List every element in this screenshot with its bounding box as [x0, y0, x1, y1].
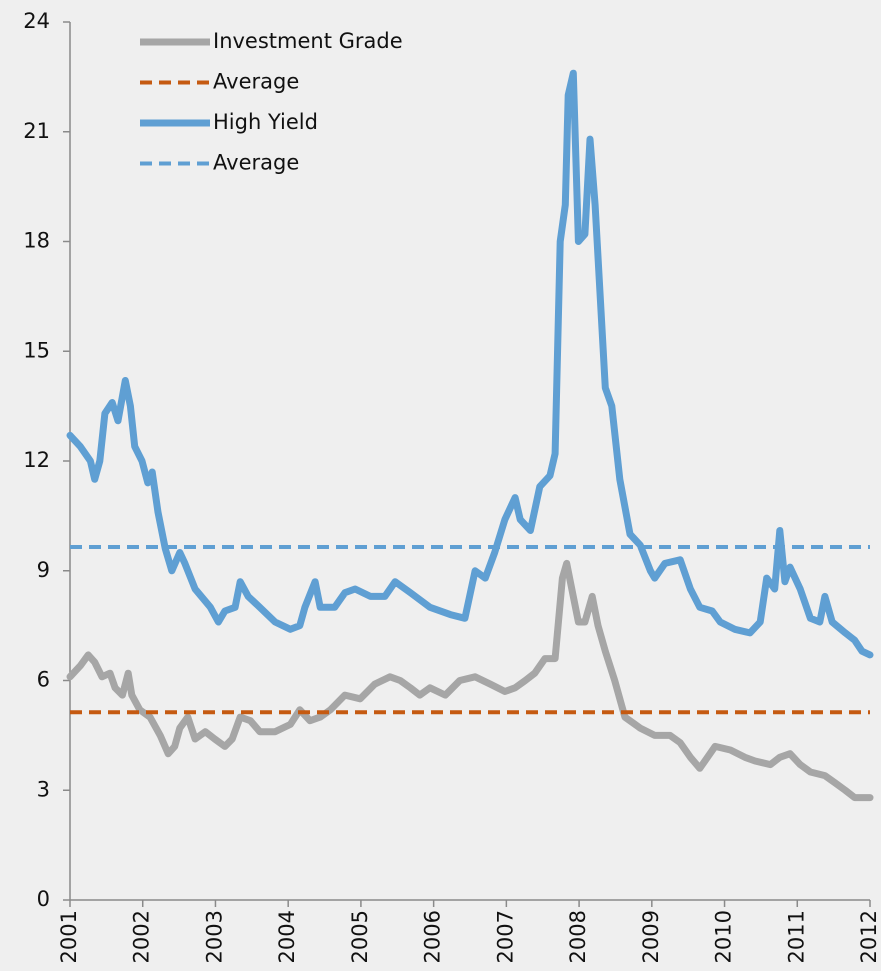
y-tick-label: 18 — [23, 229, 50, 253]
y-tick-label: 21 — [23, 119, 50, 143]
x-tick-label: 2001 — [57, 910, 81, 963]
y-tick-label: 6 — [37, 668, 50, 692]
legend: Investment Grade Average High Yield Average — [140, 29, 403, 175]
x-tick-label: 2005 — [348, 910, 372, 963]
series-line — [66, 69, 874, 659]
x-tick-label: 2011 — [784, 910, 808, 963]
y-tick-label: 24 — [23, 9, 50, 33]
y-tick-label: 15 — [23, 338, 50, 362]
legend-label: Average — [213, 70, 299, 94]
x-tick-label: 2012 — [857, 910, 881, 963]
y-tick-label: 3 — [37, 777, 50, 801]
legend-label: High Yield — [213, 110, 318, 134]
x-tick-label: 2003 — [202, 910, 226, 963]
legend-label: Investment Grade — [213, 29, 403, 53]
series-line — [66, 559, 874, 802]
x-tick-label: 2002 — [130, 910, 154, 963]
y-tick-label: 0 — [37, 887, 50, 911]
x-tick-label: 2004 — [275, 910, 299, 963]
x-tick-label: 2007 — [493, 910, 517, 963]
x-tick-label: 2009 — [639, 910, 663, 963]
y-tick-label: 9 — [37, 558, 50, 582]
legend-label: Average — [213, 151, 299, 175]
y-tick-label: 12 — [23, 448, 50, 472]
x-tick-label: 2010 — [712, 910, 736, 963]
x-tick-label: 2006 — [421, 910, 445, 963]
x-tick-label: 2008 — [566, 910, 590, 963]
